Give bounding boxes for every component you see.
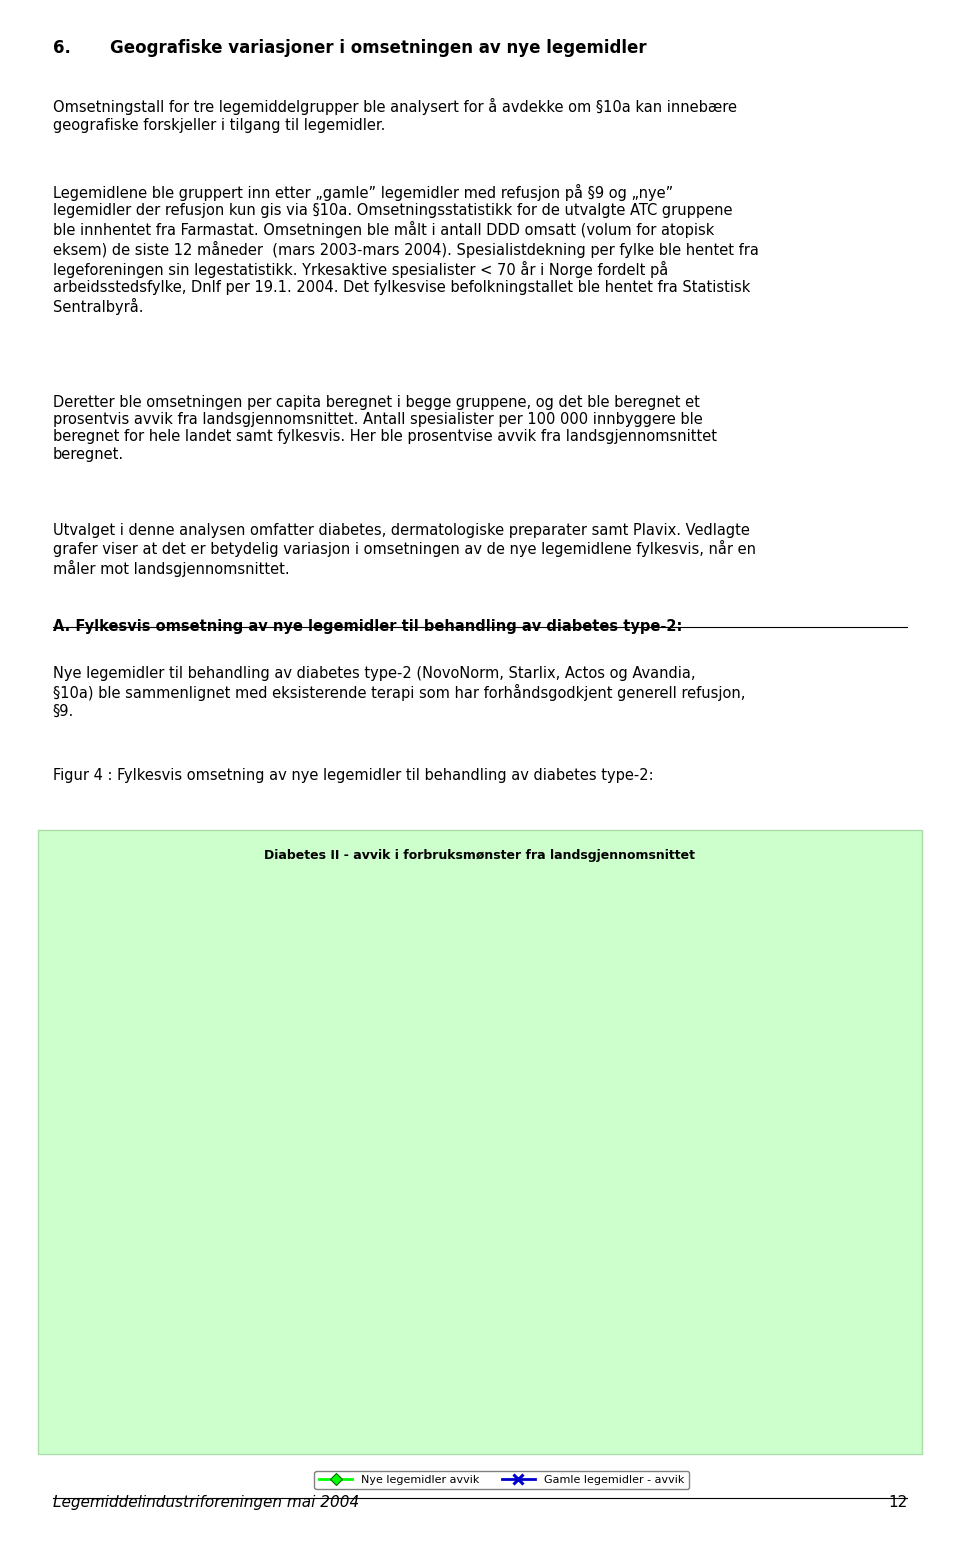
Nye legemidler avvik bbox=[666, 981, 678, 1000]
Nye legemidler avvik bbox=[495, 1189, 507, 1207]
Gamle legemidler - avvik bbox=[282, 1164, 294, 1182]
Gamle legemidler - avvik bbox=[624, 1189, 636, 1207]
Nye legemidler avvik bbox=[709, 1181, 721, 1200]
Text: Figur 4 : Fylkesvis omsetning av nye legemidler til behandling av diabetes type-: Figur 4 : Fylkesvis omsetning av nye leg… bbox=[53, 768, 654, 783]
Nye legemidler avvik bbox=[795, 1189, 806, 1207]
Nye legemidler avvik bbox=[752, 1257, 763, 1276]
Gamle legemidler - avvik bbox=[411, 1137, 422, 1156]
Gamle legemidler - avvik bbox=[752, 1189, 763, 1207]
Gamle legemidler - avvik bbox=[837, 1189, 849, 1207]
Nye legemidler avvik bbox=[368, 1092, 379, 1111]
Text: A. Fylkesvis omsetning av nye legemidler til behandling av diabetes type-2:: A. Fylkesvis omsetning av nye legemidler… bbox=[53, 619, 683, 635]
Text: Deretter ble omsetningen per capita beregnet i begge gruppene, og det ble beregn: Deretter ble omsetningen per capita bere… bbox=[53, 395, 717, 462]
Line: Nye legemidler avvik: Nye legemidler avvik bbox=[113, 966, 890, 1270]
Text: Nye legemidler til behandling av diabetes type-2 (NovoNorm, Starlix, Actos og Av: Nye legemidler til behandling av diabete… bbox=[53, 666, 745, 718]
Gamle legemidler - avvik bbox=[666, 1181, 678, 1200]
Nye legemidler avvik bbox=[837, 1250, 849, 1268]
Gamle legemidler - avvik bbox=[453, 1189, 465, 1207]
Text: 12: 12 bbox=[888, 1494, 907, 1510]
Nye legemidler avvik bbox=[155, 1133, 166, 1151]
Nye legemidler avvik bbox=[624, 1200, 636, 1218]
Text: Legemiddelindustriforeningen mai 2004: Legemiddelindustriforeningen mai 2004 bbox=[53, 1494, 359, 1510]
Text: Utvalget i denne analysen omfatter diabetes, dermatologiske preparater samt Plav: Utvalget i denne analysen omfatter diabe… bbox=[53, 523, 756, 577]
Gamle legemidler - avvik bbox=[709, 1181, 721, 1200]
Gamle legemidler - avvik bbox=[495, 1195, 507, 1214]
Line: Gamle legemidler - avvik: Gamle legemidler - avvik bbox=[112, 1128, 891, 1209]
Text: Geografiske variasjoner i omsetningen av nye legemidler: Geografiske variasjoner i omsetningen av… bbox=[110, 39, 647, 58]
Nye legemidler avvik bbox=[240, 1153, 252, 1172]
Nye legemidler avvik bbox=[880, 1243, 892, 1262]
Gamle legemidler - avvik bbox=[539, 1195, 550, 1214]
Text: 6.: 6. bbox=[53, 39, 71, 58]
Nye legemidler avvik bbox=[111, 1175, 123, 1193]
Gamle legemidler - avvik bbox=[368, 1178, 379, 1197]
Nye legemidler avvik bbox=[282, 1204, 294, 1223]
Nye legemidler avvik bbox=[539, 961, 550, 980]
Gamle legemidler - avvik bbox=[880, 1167, 892, 1186]
Text: Omsetningstall for tre legemiddelgrupper ble analysert for å avdekke om §10a kan: Omsetningstall for tre legemiddelgrupper… bbox=[53, 98, 737, 133]
Gamle legemidler - avvik bbox=[325, 1161, 337, 1179]
Nye legemidler avvik bbox=[581, 1243, 592, 1262]
Gamle legemidler - avvik bbox=[240, 1123, 252, 1142]
Legend: Nye legemidler avvik, Gamle legemidler - avvik: Nye legemidler avvik, Gamle legemidler -… bbox=[315, 1471, 688, 1490]
Gamle legemidler - avvik bbox=[795, 1143, 806, 1162]
Nye legemidler avvik bbox=[325, 1204, 337, 1223]
Gamle legemidler - avvik bbox=[197, 1181, 208, 1200]
Text: Diabetes II - avvik i forbruksmønster fra landsgjennomsnittet: Diabetes II - avvik i forbruksmønster fr… bbox=[265, 849, 695, 861]
Nye legemidler avvik bbox=[453, 1025, 465, 1044]
Nye legemidler avvik bbox=[197, 1153, 208, 1172]
Gamle legemidler - avvik bbox=[581, 1189, 592, 1207]
Text: Legemidlene ble gruppert inn etter „gamle” legemidler med refusjon på §9 og „nye: Legemidlene ble gruppert inn etter „gaml… bbox=[53, 184, 758, 315]
Gamle legemidler - avvik bbox=[155, 1189, 166, 1207]
Gamle legemidler - avvik bbox=[111, 1140, 123, 1159]
Nye legemidler avvik bbox=[411, 1136, 422, 1154]
